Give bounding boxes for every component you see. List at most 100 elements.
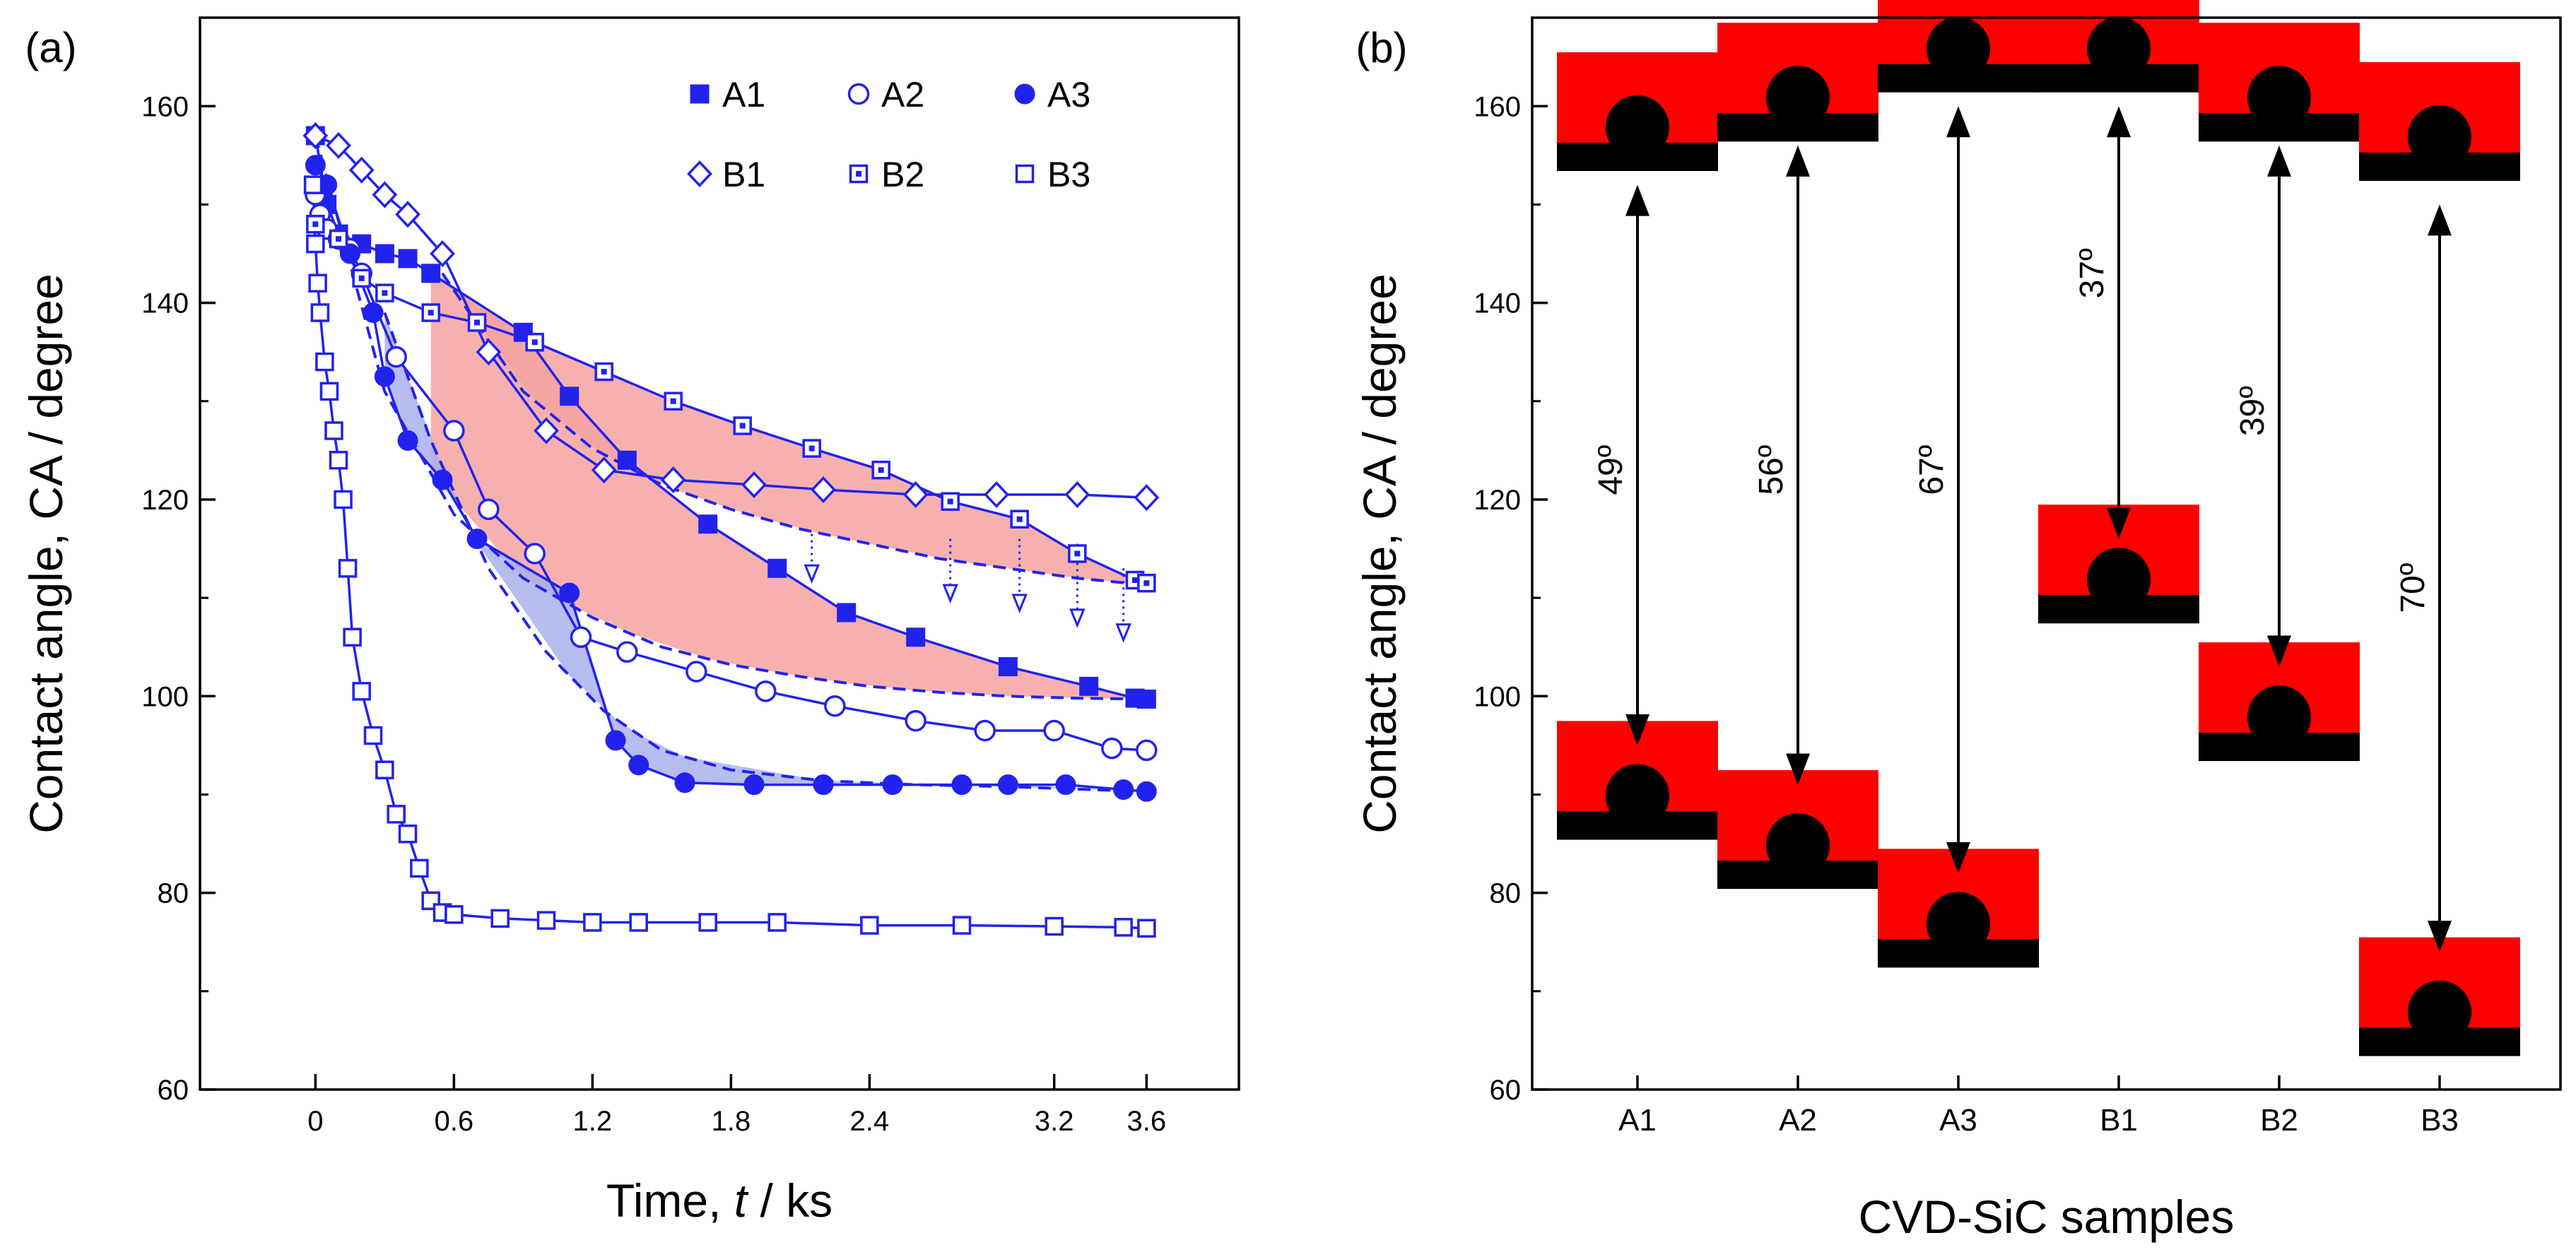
data-point-b3 <box>583 913 602 932</box>
panel-b-x-axis-label: CVD-SiC samples <box>1859 1191 2235 1243</box>
data-point-a3 <box>559 582 580 603</box>
data-point-a3 <box>374 366 395 387</box>
legend-marker-b2 <box>849 164 869 184</box>
droplet-image-initial-b3 <box>2359 61 2520 181</box>
data-point-b3 <box>698 913 717 932</box>
data-point-a3 <box>466 529 488 550</box>
y-tick-label: 100 <box>1474 681 1521 712</box>
data-point-b1 <box>1134 484 1160 512</box>
droplet <box>2247 685 2311 750</box>
arrow-head <box>1069 608 1086 628</box>
y-tick-label: 160 <box>141 91 189 122</box>
droplet-image-final-b3 <box>2359 937 2520 1056</box>
data-point-b3 <box>306 234 325 254</box>
data-point-a3 <box>997 774 1018 796</box>
arrow-head-down <box>1946 842 1970 873</box>
data-point-a2 <box>974 719 996 742</box>
data-point-b2 <box>733 416 752 435</box>
data-point-b3 <box>315 352 334 372</box>
x-tick-label-b2: B2 <box>2260 1103 2298 1138</box>
data-point-a3 <box>397 430 418 451</box>
data-point-b3 <box>352 682 371 701</box>
data-point-a3 <box>339 243 360 264</box>
data-point-a1 <box>906 627 926 647</box>
panel-a-x-axis-label: Time, t / ks <box>606 1174 833 1227</box>
panel-a-frame <box>199 16 1240 1091</box>
data-point-b3 <box>303 175 323 194</box>
data-point-a3 <box>1136 781 1157 802</box>
data-point-a2 <box>905 709 927 732</box>
data-point-b2 <box>1010 509 1029 529</box>
data-point-b3 <box>338 559 358 578</box>
data-point-b2 <box>664 391 683 411</box>
legend-label-b3: B3 <box>1047 155 1090 194</box>
arrow-head <box>942 584 958 604</box>
data-point-a2 <box>478 498 500 521</box>
series-b2 <box>306 215 1156 593</box>
y-tick-label: 100 <box>141 681 189 712</box>
data-point-b1 <box>395 201 420 228</box>
droplet-image-initial-a3 <box>1878 0 2039 93</box>
data-point-b3 <box>319 382 339 401</box>
y-tick-label: 120 <box>141 485 189 516</box>
panel-a-chart: 0 0.6 1.2 1.8 2.4 3.2 3.6 60 80 100 120 140 160 (a) Ti… <box>20 16 1240 1227</box>
data-point-a1 <box>837 603 857 622</box>
data-point-b3 <box>1045 916 1064 936</box>
data-point-b3 <box>334 490 353 509</box>
legend-marker-b3 <box>1015 164 1035 184</box>
x-tick-label: 3.2 <box>1035 1106 1074 1137</box>
legend-marker-b1 <box>687 160 712 188</box>
data-point-b2 <box>525 333 544 352</box>
droplet-image-final-a2 <box>1717 769 1878 889</box>
data-point-b1 <box>741 471 767 499</box>
data-point-b1 <box>591 456 617 484</box>
arrow-head-up <box>1786 145 1810 177</box>
x-tick-label: 3.6 <box>1127 1106 1167 1137</box>
droplet <box>2087 16 2151 81</box>
y-tick-label: 80 <box>1490 878 1522 909</box>
data-point-b2 <box>329 229 348 249</box>
data-point-b3 <box>445 905 464 924</box>
data-point-b3 <box>1137 919 1156 938</box>
data-point-a1 <box>513 322 533 342</box>
data-point-b3 <box>398 824 418 844</box>
data-point-a3 <box>882 774 903 796</box>
data-point-a2 <box>616 641 638 663</box>
data-point-b2 <box>1137 574 1156 593</box>
data-point-a2 <box>524 543 546 565</box>
data-point-a2 <box>1043 719 1065 742</box>
x-tick-label: 2.4 <box>850 1106 890 1137</box>
legend-label-b1: B1 <box>722 155 765 194</box>
panel-a-legend: A1 A2 A3 B1 B2 B3 <box>687 75 1090 194</box>
y-tick-label: 120 <box>1474 485 1521 516</box>
data-point-a1 <box>998 657 1018 677</box>
data-point-b3 <box>952 916 972 935</box>
data-point-b3 <box>375 760 394 779</box>
series-b3 <box>303 175 1156 938</box>
data-point-b3 <box>410 858 429 878</box>
shaded-region <box>384 312 1147 792</box>
data-point-a2 <box>824 695 846 717</box>
data-point-a3 <box>305 155 326 176</box>
panel-b-frame <box>1531 16 2562 1091</box>
data-point-b1 <box>348 156 375 184</box>
y-tick-label: 160 <box>1474 91 1521 122</box>
difference-label-a3: 67º <box>1913 445 1951 495</box>
difference-label-a2: 56º <box>1753 445 1790 495</box>
x-tick-label-b3: B3 <box>2421 1103 2459 1138</box>
data-point-b3 <box>363 726 383 745</box>
arrow-head-down <box>1625 714 1649 745</box>
droplet <box>1927 892 1990 956</box>
panel-a-y-axis-label: Contact angle, CA / degree <box>20 273 72 834</box>
y-tick-label: 60 <box>1490 1075 1522 1106</box>
data-point-a2 <box>1136 739 1158 762</box>
data-point-b1 <box>302 122 329 150</box>
droplet-image-initial-a2 <box>1717 23 1878 142</box>
data-point-b3 <box>387 805 406 824</box>
arrow-head-down <box>2267 635 2291 667</box>
legend-label-b2: B2 <box>881 155 924 194</box>
panel-b-chart: 49º 56º 67º 37º 39º 70º A1 A2 A3 B1 B2 B3 60 80 100 12… <box>1353 0 2562 1243</box>
legend-marker-a1 <box>690 84 710 104</box>
arrow-head <box>804 564 820 584</box>
